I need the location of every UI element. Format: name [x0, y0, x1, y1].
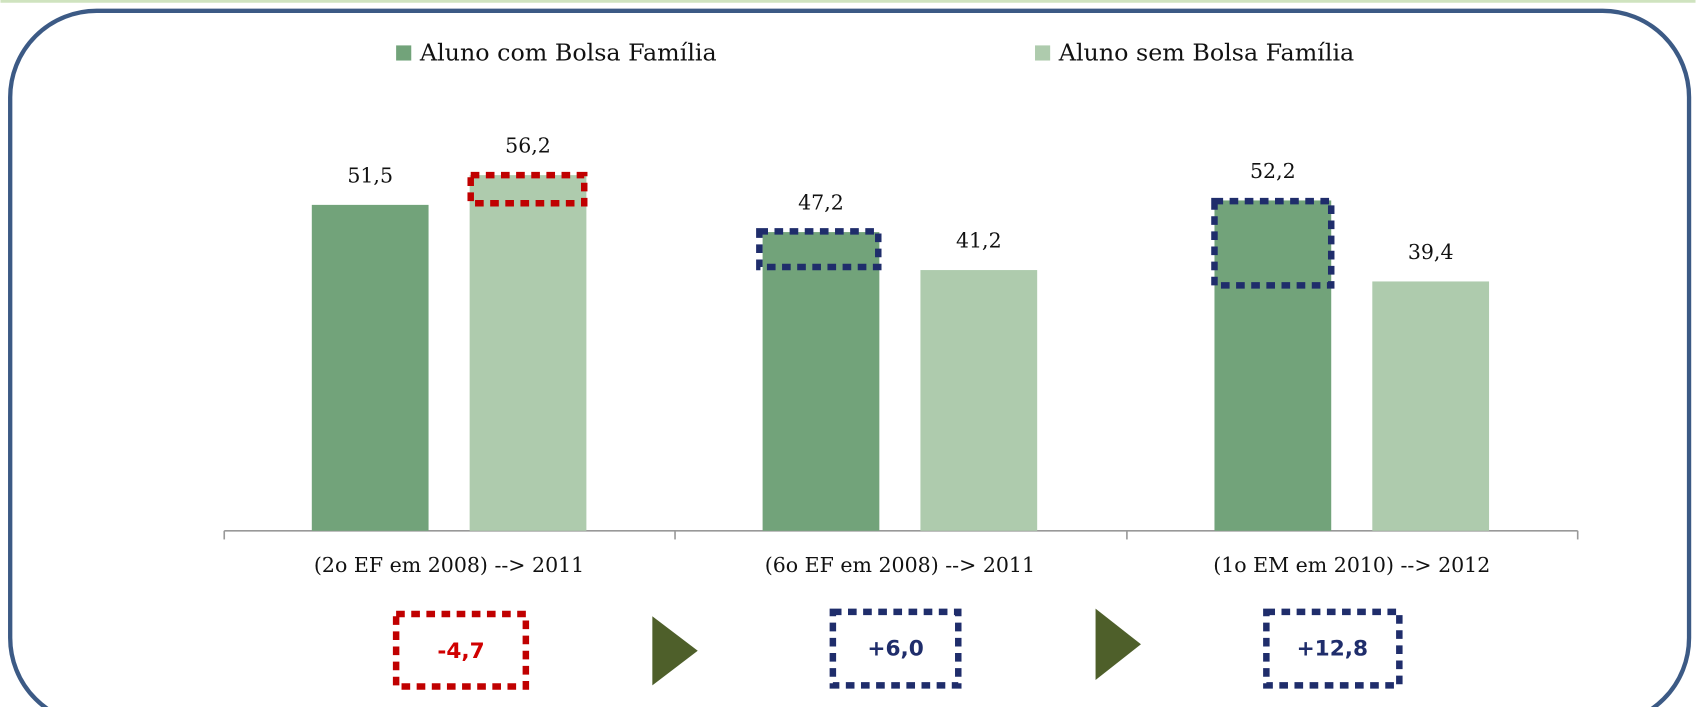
- data-label: 56,2: [505, 134, 551, 158]
- annotation: +12,8: [1297, 637, 1368, 662]
- arrow: [652, 616, 698, 686]
- legend-label: Aluno sem Bolsa Família: [1058, 39, 1354, 67]
- data-label: 52,2: [1250, 159, 1296, 183]
- legend-swatch: [396, 45, 412, 61]
- legend-label: Aluno com Bolsa Família: [419, 39, 717, 67]
- axis-ticks: [223, 530, 1579, 540]
- bar: [920, 270, 1038, 531]
- x-tick-label: (1o EM em 2010) --> 2012: [1213, 553, 1490, 577]
- x-tick-label: (6o EF em 2008) --> 2011: [765, 553, 1035, 577]
- bar: [1372, 281, 1490, 531]
- x-tick-label: (2o EF em 2008) --> 2011: [314, 553, 584, 577]
- data-label: 47,2: [798, 190, 844, 214]
- data-label: 39,4: [1408, 240, 1454, 264]
- bar: [1214, 200, 1332, 531]
- bar: [311, 204, 429, 531]
- bar: [469, 175, 587, 531]
- arrow: [1095, 608, 1141, 680]
- frame: [8, 8, 1692, 707]
- highlight-boxes: [392, 171, 1403, 690]
- annotation: +6,0: [867, 637, 923, 662]
- legend-swatch: [1035, 45, 1051, 61]
- data-label: 41,2: [956, 228, 1002, 252]
- data-label: 51,5: [347, 163, 393, 187]
- annotation: -4,7: [437, 639, 484, 664]
- bar: [762, 232, 880, 531]
